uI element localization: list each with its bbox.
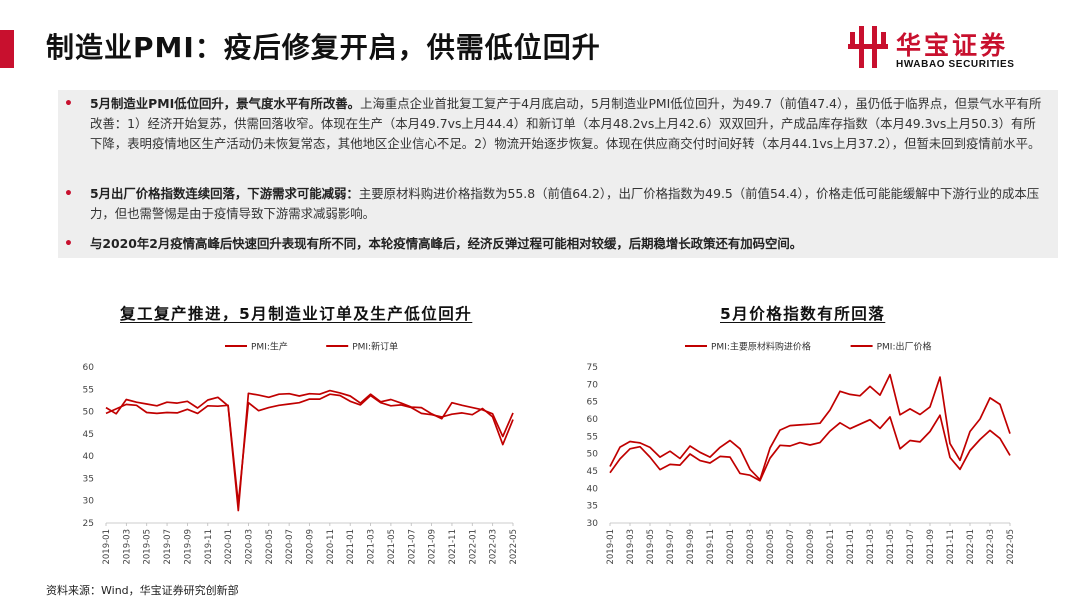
x-tick-label: 2019-07 bbox=[163, 529, 173, 565]
legend-label: PMI:主要原材料购进价格 bbox=[711, 341, 811, 353]
bullet-bold-text: 5月出厂价格指数连续回落，下游需求可能减弱： bbox=[90, 186, 359, 201]
hwabao-logo-icon bbox=[848, 26, 888, 68]
y-tick-label: 55 bbox=[587, 432, 598, 442]
title-accent-bar bbox=[0, 30, 14, 68]
y-tick-label: 65 bbox=[587, 398, 598, 408]
y-tick-label: 30 bbox=[587, 519, 599, 529]
x-tick-label: 2020-05 bbox=[766, 529, 776, 565]
x-tick-label: 2021-07 bbox=[407, 529, 417, 565]
y-tick-label: 50 bbox=[83, 408, 95, 418]
bullet-text: 5月出厂价格指数连续回落，下游需求可能减弱：主要原材料购进价格指数为55.8（前… bbox=[90, 184, 1048, 224]
bullet-item: • 5月出厂价格指数连续回落，下游需求可能减弱：主要原材料购进价格指数为55.8… bbox=[58, 184, 1048, 224]
y-tick-label: 35 bbox=[83, 474, 94, 484]
x-tick-label: 2019-03 bbox=[122, 529, 132, 565]
x-tick-label: 2021-01 bbox=[846, 529, 856, 565]
x-tick-label: 2022-03 bbox=[489, 529, 499, 565]
x-tick-label: 2021-07 bbox=[906, 529, 916, 565]
x-tick-label: 2019-01 bbox=[606, 529, 616, 565]
series-line bbox=[105, 389, 514, 512]
bullet-dot-icon: • bbox=[64, 186, 73, 202]
bullet-item: • 5月制造业PMI低位回升，景气度水平有所改善。上海重点企业首批复工复产于4月… bbox=[58, 94, 1048, 154]
logo-chinese-name: 华宝证券 bbox=[896, 31, 1009, 60]
summary-bullets: • 5月制造业PMI低位回升，景气度水平有所改善。上海重点企业首批复工复产于4月… bbox=[58, 90, 1058, 258]
chart-title-price-index: 5月价格指数有所回落 bbox=[720, 305, 886, 323]
x-tick-label: 2021-11 bbox=[448, 529, 458, 565]
legend-label: PMI:生产 bbox=[251, 341, 288, 353]
y-tick-label: 45 bbox=[83, 430, 94, 440]
bullet-dot-icon: • bbox=[64, 96, 73, 112]
chart-price-index: PMI:主要原材料购进价格 PMI:出厂价格 30 35 40 45 50 55 60 65 70 7… bbox=[587, 341, 1016, 565]
bullet-body-text: 上海重点企业首批复工复产于4月底启动，5月制造业PMI低位回升，为49.7（前值… bbox=[90, 96, 1042, 151]
x-tick-label: 2020-09 bbox=[806, 529, 816, 565]
x-tick-label: 2021-03 bbox=[367, 529, 377, 565]
x-tick-label: 2020-11 bbox=[826, 529, 836, 565]
x-tick-label: 2020-01 bbox=[726, 529, 736, 565]
x-tick-label: 2020-07 bbox=[285, 529, 295, 565]
y-tick-label: 60 bbox=[83, 363, 95, 373]
y-tick-label: 75 bbox=[587, 363, 598, 373]
y-tick-label: 35 bbox=[587, 502, 598, 512]
x-tick-label: 2022-01 bbox=[966, 529, 976, 565]
y-tick-label: 60 bbox=[587, 415, 599, 425]
x-tick-label: 2020-11 bbox=[326, 529, 336, 565]
x-tick-label: 2020-03 bbox=[746, 529, 756, 565]
series-line bbox=[609, 414, 1011, 482]
x-tick-label: 2020-07 bbox=[786, 529, 796, 565]
x-tick-label: 2021-03 bbox=[866, 529, 876, 565]
x-tick-label: 2019-05 bbox=[143, 529, 153, 565]
page-title: 制造业PMI：疫后修复开启，供需低位回升 bbox=[46, 31, 601, 64]
x-tick-label: 2021-09 bbox=[926, 529, 936, 565]
x-tick-label: 2022-01 bbox=[468, 529, 478, 565]
x-tick-label: 2021-05 bbox=[387, 529, 397, 565]
x-tick-label: 2021-09 bbox=[428, 529, 438, 565]
x-tick-label: 2019-09 bbox=[686, 529, 696, 565]
y-tick-label: 45 bbox=[587, 467, 598, 477]
chart-pmi-production-orders: PMI:生产 PMI:新订单 25 30 35 40 45 50 55 60 2019-01 2019… bbox=[83, 341, 519, 565]
x-tick-label: 2022-05 bbox=[509, 529, 519, 565]
y-tick-label: 25 bbox=[83, 519, 94, 529]
x-tick-label: 2020-09 bbox=[306, 529, 316, 565]
bullet-text: 与2020年2月疫情高峰后快速回升表现有所不同，本轮疫情高峰后，经济反弹过程可能… bbox=[90, 234, 1048, 254]
chart-title-pmi-production: 复工复产推进，5月制造业订单及生产低位回升 bbox=[120, 305, 473, 323]
x-tick-label: 2019-09 bbox=[183, 529, 193, 565]
legend-label: PMI:出厂价格 bbox=[877, 341, 932, 353]
x-tick-label: 2019-01 bbox=[102, 529, 112, 565]
series-line bbox=[105, 393, 514, 505]
x-tick-label: 2019-07 bbox=[666, 529, 676, 565]
logo-english-name: HWABAO SECURITIES bbox=[896, 59, 1015, 70]
x-tick-label: 2021-01 bbox=[346, 529, 356, 565]
x-tick-label: 2022-05 bbox=[1006, 529, 1016, 565]
x-tick-label: 2019-03 bbox=[626, 529, 636, 565]
x-tick-label: 2020-05 bbox=[265, 529, 275, 565]
x-tick-label: 2020-03 bbox=[244, 529, 254, 565]
bullet-item: • 与2020年2月疫情高峰后快速回升表现有所不同，本轮疫情高峰后，经济反弹过程… bbox=[58, 234, 1048, 254]
y-tick-label: 40 bbox=[83, 452, 95, 462]
x-tick-label: 2019-11 bbox=[706, 529, 716, 565]
bullet-dot-icon: • bbox=[64, 236, 73, 252]
y-tick-label: 40 bbox=[587, 484, 599, 494]
bullet-body-text: 主要原材料购进价格指数为55.8（前值64.2），出厂价格指数为49.5（前值5… bbox=[90, 186, 1040, 221]
x-tick-label: 2019-05 bbox=[646, 529, 656, 565]
y-tick-label: 50 bbox=[587, 450, 599, 460]
bullet-bold-text: 5月制造业PMI低位回升，景气度水平有所改善。 bbox=[90, 96, 361, 111]
y-tick-label: 30 bbox=[83, 497, 95, 507]
bullet-text: 5月制造业PMI低位回升，景气度水平有所改善。上海重点企业首批复工复产于4月底启… bbox=[90, 94, 1048, 154]
y-tick-label: 70 bbox=[587, 380, 599, 390]
x-tick-label: 2021-05 bbox=[886, 529, 896, 565]
company-logo: 华宝证券 HWABAO SECURITIES bbox=[846, 24, 1046, 74]
x-tick-label: 2021-11 bbox=[946, 529, 956, 565]
x-tick-label: 2020-01 bbox=[224, 529, 234, 565]
series-line bbox=[609, 373, 1011, 481]
x-tick-label: 2022-03 bbox=[986, 529, 996, 565]
x-tick-label: 2019-11 bbox=[204, 529, 214, 565]
legend-label: PMI:新订单 bbox=[352, 341, 398, 353]
source-footnote: 资料来源：Wind，华宝证券研究创新部 bbox=[46, 584, 239, 597]
y-tick-label: 55 bbox=[83, 385, 94, 395]
bullet-bold-text: 与2020年2月疫情高峰后快速回升表现有所不同，本轮疫情高峰后，经济反弹过程可能… bbox=[90, 236, 803, 251]
